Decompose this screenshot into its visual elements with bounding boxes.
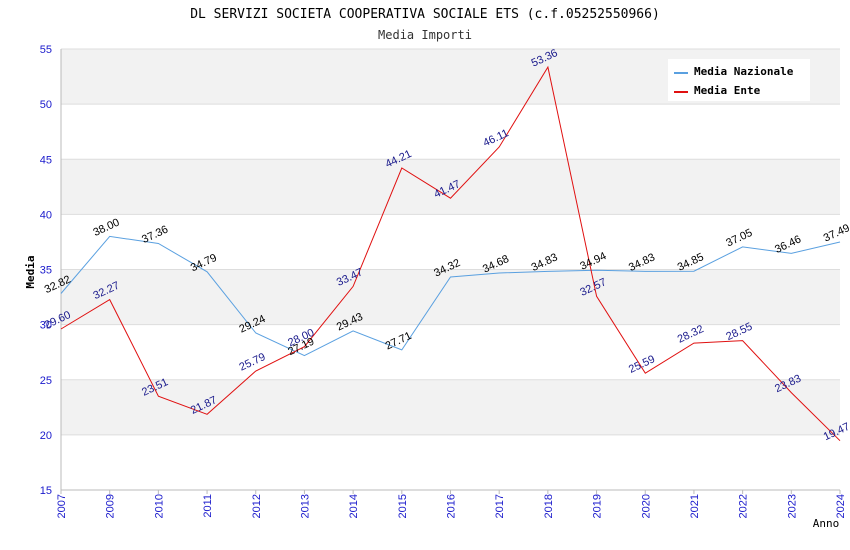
data-label: 29.60: [43, 309, 73, 332]
chart-title: DL SERVIZI SOCIETA COOPERATIVA SOCIALE E…: [190, 7, 660, 22]
y-tick-label: 35: [40, 265, 52, 277]
legend: Media Nazionale Media Ente: [668, 59, 810, 101]
legend-label-media-nazionale: Media Nazionale: [694, 65, 794, 78]
x-axis-tick-labels: 2007 2009 2010 2011 2012 2013 2014 2015 2016 2017…: [56, 494, 847, 518]
data-label: 38.00: [91, 216, 121, 239]
x-tick-label: 2013: [299, 494, 311, 518]
y-tick-label: 40: [40, 209, 52, 221]
y-tick-label: 50: [40, 99, 52, 111]
grid-band: [61, 379, 840, 435]
y-tick-label: 15: [40, 485, 52, 497]
y-tick-label: 45: [40, 154, 52, 166]
chart-subtitle: Media Importi: [378, 28, 472, 42]
y-axis-title: Media: [24, 255, 37, 288]
x-axis-title: Anno: [813, 517, 840, 530]
x-tick-label: 2024: [835, 494, 847, 518]
y-tick-label: 20: [40, 430, 52, 442]
data-label: 37.49: [822, 222, 850, 245]
y-tick-label: 25: [40, 375, 52, 387]
x-tick-label: 2018: [543, 494, 555, 518]
data-label: 37.05: [724, 227, 754, 250]
x-tick-label: 2020: [640, 494, 652, 518]
data-label: 25.79: [237, 351, 267, 374]
plot-background-bands: [61, 49, 840, 435]
series-lines: [60, 65, 841, 442]
x-tick-label: 2023: [786, 494, 798, 518]
x-tick-label: 2012: [251, 494, 263, 518]
x-tick-label: 2021: [689, 494, 701, 518]
legend-label-media-ente: Media Ente: [694, 84, 761, 97]
grid-band: [61, 269, 840, 325]
x-tick-label: 2019: [592, 494, 604, 518]
data-label: 46.11: [481, 127, 510, 149]
grid-band: [61, 159, 840, 215]
x-tick-label: 2014: [348, 494, 360, 518]
x-tick-label: 2011: [202, 494, 214, 518]
axes: [60, 49, 841, 494]
y-tick-label: 30: [40, 320, 52, 332]
x-tick-label: 2017: [494, 494, 506, 518]
data-label: 25.59: [627, 353, 657, 376]
legend-box: [668, 59, 810, 101]
x-tick-label: 2010: [153, 494, 165, 518]
series-line-media-ente: [60, 65, 841, 442]
x-tick-label: 2007: [56, 494, 68, 518]
y-tick-label: 55: [40, 44, 52, 56]
x-tick-label: 2016: [446, 494, 458, 518]
y-axis-tick-labels: 15 20 25 30 35 40 45 50 55: [40, 44, 52, 497]
x-tick-label: 2009: [105, 494, 117, 518]
series-line-media-nazionale: [60, 235, 841, 357]
x-tick-label: 2015: [397, 494, 409, 518]
x-tick-label: 2022: [738, 494, 750, 518]
